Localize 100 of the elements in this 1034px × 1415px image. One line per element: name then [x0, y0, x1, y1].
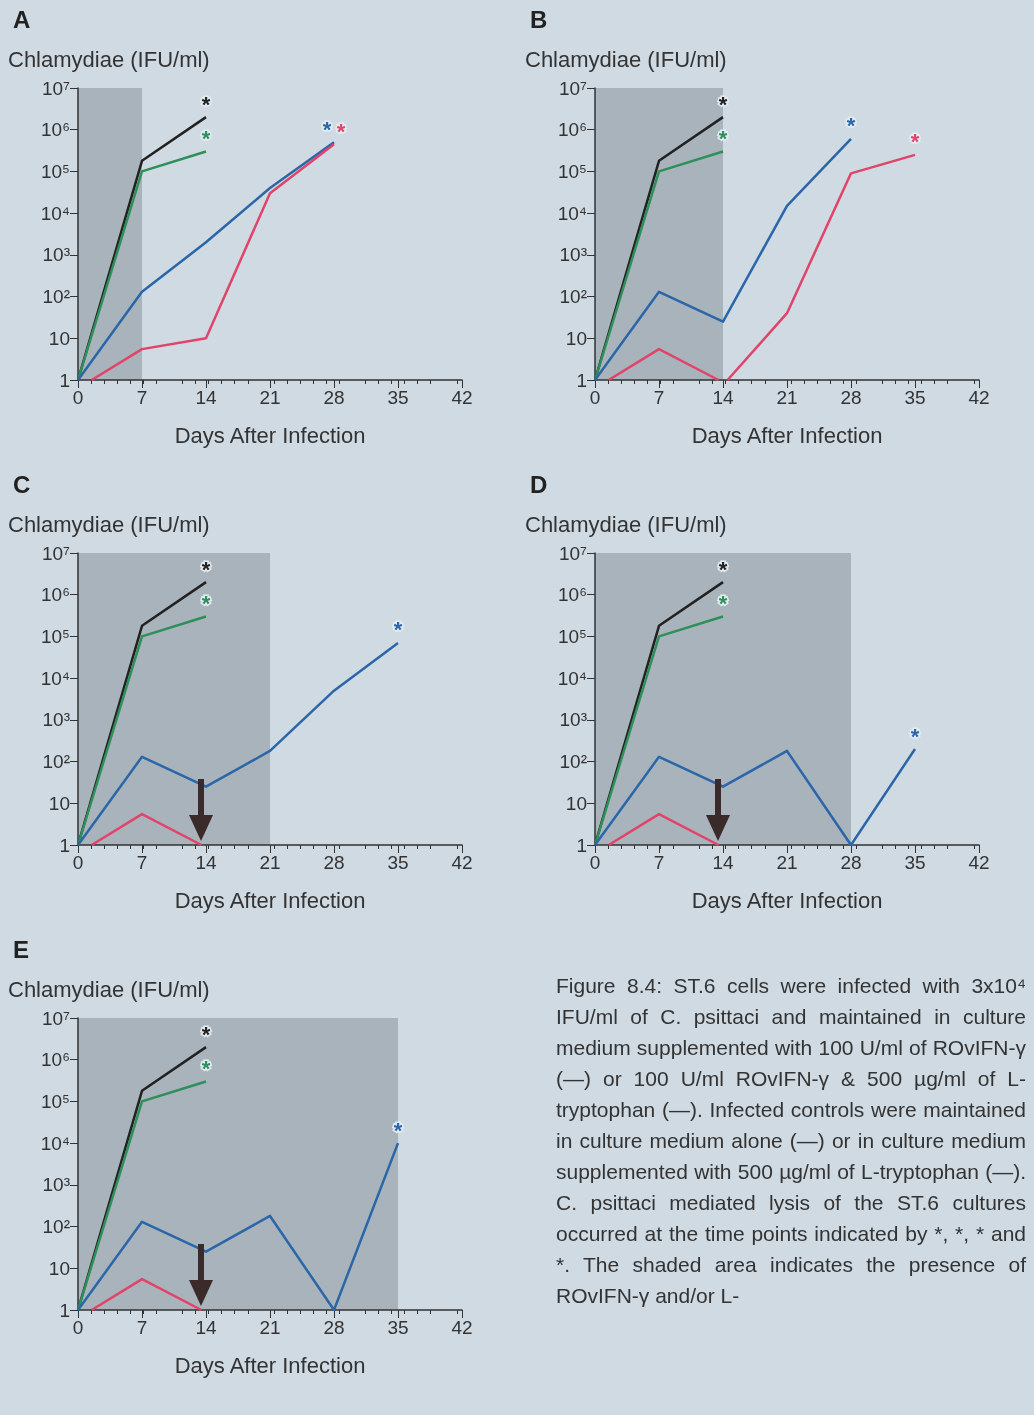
- y-tick-label: 10⁶: [558, 584, 587, 606]
- data-label: *: [393, 617, 403, 643]
- x-tick-label: 42: [451, 387, 473, 408]
- x-tick-label: 7: [136, 387, 148, 408]
- chart-title: C: [13, 470, 31, 498]
- x-tick-label: 35: [387, 1317, 409, 1338]
- chart-title: A: [13, 5, 31, 33]
- x-axis-title: Days After Infection: [691, 887, 883, 913]
- y-tick-label: 10³: [559, 709, 587, 731]
- y-axis-title: Chlamydiae (IFU/ml): [525, 511, 727, 537]
- y-axis-title: Chlamydiae (IFU/ml): [525, 46, 727, 72]
- data-label: *: [393, 1117, 403, 1143]
- y-axis-title: Chlamydiae (IFU/ml): [8, 976, 210, 1002]
- data-label: *: [718, 591, 728, 617]
- y-tick-label: 10: [565, 327, 587, 349]
- y-tick-label: 10⁴: [40, 1132, 70, 1154]
- chart-title: B: [530, 5, 548, 33]
- x-tick-label: 28: [323, 852, 345, 873]
- y-tick-label: 10⁷: [41, 1007, 71, 1029]
- x-tick-label: 42: [451, 852, 473, 873]
- data-label: *: [201, 1021, 211, 1047]
- data-label: *: [201, 91, 211, 117]
- data-label: *: [201, 591, 211, 617]
- y-tick-label: 10²: [42, 286, 70, 308]
- chart-title: D: [530, 470, 548, 498]
- y-tick-label: 10: [565, 792, 587, 814]
- y-tick-label: 10⁴: [557, 202, 587, 224]
- y-tick-label: 10³: [42, 244, 70, 266]
- data-label: *: [718, 91, 728, 117]
- x-tick-label: 21: [776, 852, 798, 873]
- x-tick-label: 21: [259, 1317, 281, 1338]
- x-tick-label: 0: [589, 387, 601, 408]
- y-tick-label: 1: [576, 834, 587, 856]
- x-axis-title: Days After Infection: [174, 422, 366, 448]
- data-label: *: [201, 126, 211, 152]
- y-tick-label: 1: [59, 1299, 70, 1321]
- x-tick-label: 0: [72, 387, 84, 408]
- x-tick-label: 7: [136, 1317, 148, 1338]
- x-tick-label: 0: [589, 852, 601, 873]
- line-series: [76, 641, 400, 847]
- y-tick-label: 10²: [559, 286, 587, 308]
- y-tick-label: 10⁶: [41, 1049, 70, 1071]
- data-label: *: [910, 129, 920, 155]
- x-tick-label: 28: [840, 852, 862, 873]
- y-tick-label: 10: [48, 1257, 70, 1279]
- data-label: *: [201, 1056, 211, 1082]
- x-tick-label: 42: [968, 852, 990, 873]
- y-tick-label: 10²: [42, 1216, 70, 1238]
- x-tick-label: 14: [712, 387, 734, 408]
- y-axis-title: Chlamydiae (IFU/ml): [8, 46, 210, 72]
- x-tick-label: 35: [904, 852, 926, 873]
- y-tick-label: 10: [48, 792, 70, 814]
- y-tick-label: 10⁴: [40, 202, 70, 224]
- y-tick-label: 1: [576, 369, 587, 391]
- y-tick-label: 10⁵: [40, 625, 70, 647]
- y-tick-label: 10⁵: [40, 1090, 70, 1112]
- x-tick-label: 28: [323, 387, 345, 408]
- x-tick-label: 7: [136, 852, 148, 873]
- y-tick-label: 1: [59, 834, 70, 856]
- y-tick-label: 10⁶: [558, 119, 587, 141]
- y-tick-label: 10⁶: [41, 119, 70, 141]
- line-series: [593, 137, 853, 382]
- x-tick-label: 35: [904, 387, 926, 408]
- y-tick-label: 10⁴: [40, 667, 70, 689]
- x-tick-label: 14: [195, 852, 217, 873]
- y-tick-label: 10⁷: [558, 542, 588, 564]
- x-axis-title: Days After Infection: [174, 887, 366, 913]
- data-label: *: [846, 113, 856, 139]
- y-tick-label: 10⁷: [558, 77, 588, 99]
- y-tick-label: 10⁷: [41, 77, 71, 99]
- data-label: *: [201, 556, 211, 582]
- y-tick-label: 10⁵: [557, 625, 587, 647]
- y-tick-label: 10⁴: [557, 667, 587, 689]
- line-series: [76, 1141, 400, 1312]
- x-tick-label: 28: [840, 387, 862, 408]
- x-tick-label: 21: [259, 387, 281, 408]
- x-axis-title: Days After Infection: [174, 1352, 366, 1378]
- data-label: *: [718, 126, 728, 152]
- y-tick-label: 10⁷: [41, 542, 71, 564]
- x-tick-label: 0: [72, 1317, 84, 1338]
- x-tick-label: 7: [653, 852, 665, 873]
- y-axis-title: Chlamydiae (IFU/ml): [8, 511, 210, 537]
- y-tick-label: 10³: [559, 244, 587, 266]
- y-tick-label: 10³: [42, 1174, 70, 1196]
- data-label: *: [718, 556, 728, 582]
- x-tick-label: 21: [776, 387, 798, 408]
- x-tick-label: 42: [451, 1317, 473, 1338]
- x-tick-label: 21: [259, 852, 281, 873]
- y-tick-label: 1: [59, 369, 70, 391]
- y-tick-label: 10: [48, 327, 70, 349]
- y-tick-label: 10²: [42, 751, 70, 773]
- y-tick-label: 10⁵: [557, 160, 587, 182]
- x-tick-label: 14: [712, 852, 734, 873]
- x-tick-label: 14: [195, 1317, 217, 1338]
- x-tick-label: 0: [72, 852, 84, 873]
- x-tick-label: 28: [323, 1317, 345, 1338]
- x-tick-label: 7: [653, 387, 665, 408]
- text: Figure 8.4: ST.6 cells were infected with 3x10⁴ IFU/ml of C. psittaci and maintained in culture medium supplemented with 100 U/ml of ROvIFN-γ (—) or 100 U/ml ROvIFN-γ & 500 µg/ml of L-tryptophan (—). Infected controls were maintained in culture medium alone (—) or in culture medium supplemented with 500 µg/ml of L-tryptophan (—). C. psittaci mediated lysis of the ST.6 cultures occurred at the time points indicated by *, *, * and *. The shaded area indicates the presence of ROvIFN-γ and/or L-: [556, 974, 1026, 1307]
- data-label: *: [322, 116, 332, 142]
- x-tick-label: 42: [968, 387, 990, 408]
